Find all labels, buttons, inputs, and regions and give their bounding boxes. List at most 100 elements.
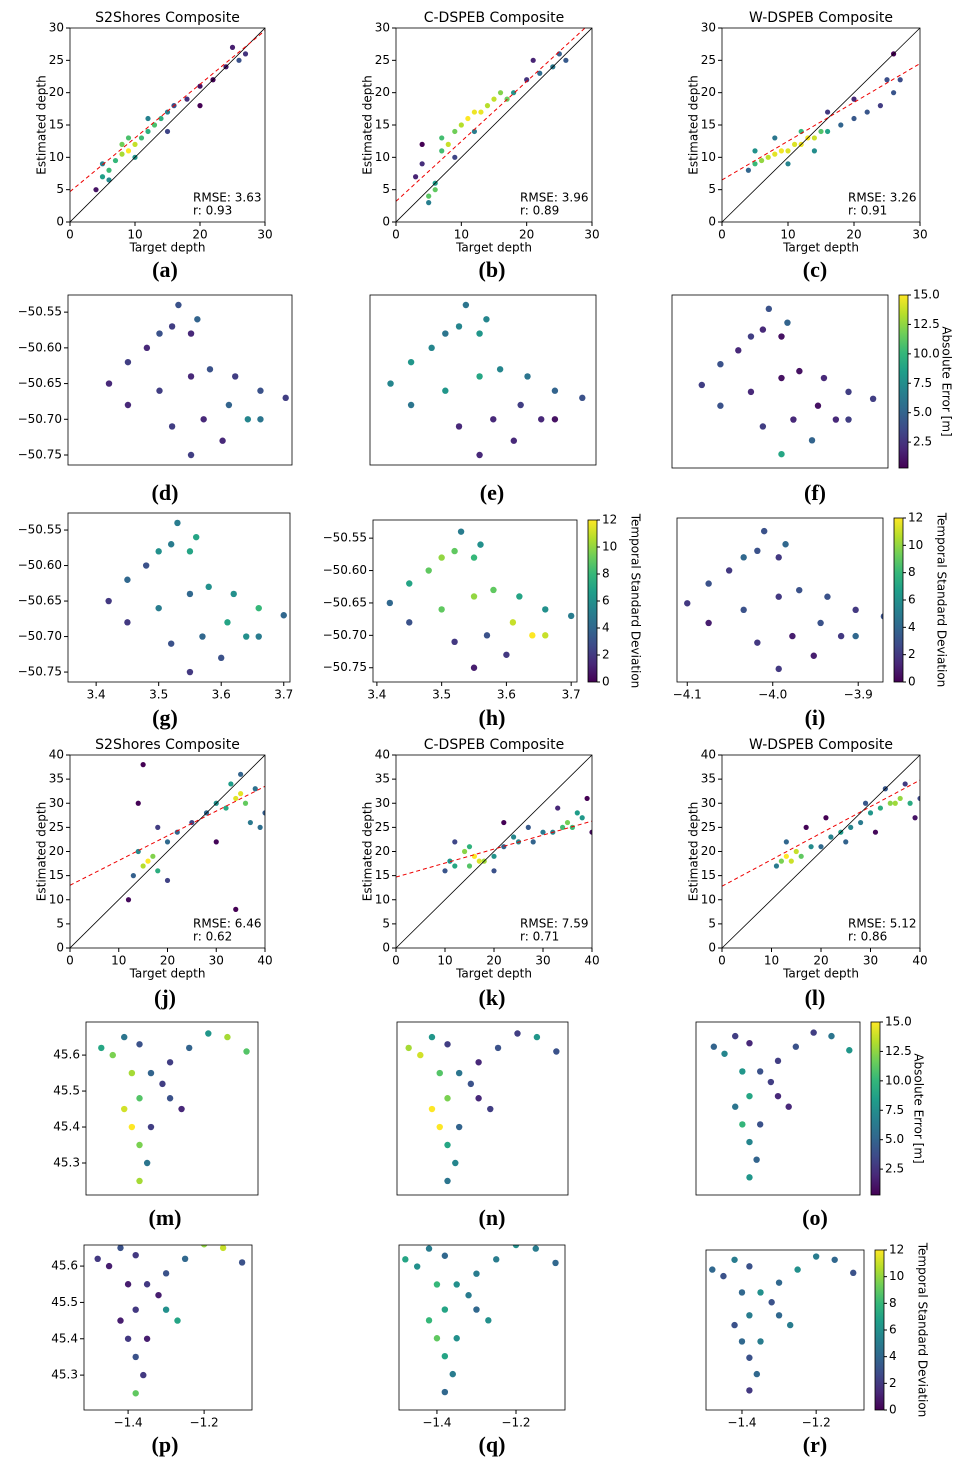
point bbox=[484, 103, 491, 109]
point bbox=[425, 1245, 433, 1252]
point bbox=[564, 819, 571, 826]
point bbox=[740, 606, 747, 614]
point bbox=[444, 1141, 451, 1149]
axes-frame bbox=[721, 754, 921, 949]
point bbox=[419, 161, 425, 167]
colorbar-tick-label: 6 bbox=[908, 593, 916, 607]
y-tick-label: 15 bbox=[701, 868, 716, 882]
point bbox=[698, 381, 705, 389]
x-tick-label: −3.9 bbox=[844, 688, 873, 702]
point bbox=[907, 800, 913, 806]
point bbox=[556, 51, 562, 57]
point bbox=[785, 148, 791, 154]
point bbox=[490, 586, 497, 594]
axes-frame bbox=[85, 1021, 259, 1196]
point bbox=[530, 57, 536, 63]
panel bbox=[722, 755, 920, 948]
point bbox=[877, 805, 884, 811]
y-tick-label: −50.60 bbox=[18, 340, 62, 354]
y-tick-label: 25 bbox=[701, 53, 716, 67]
panel-label: (a) bbox=[152, 257, 178, 282]
y-tick-label: 15 bbox=[49, 868, 64, 882]
panel-label: (n) bbox=[479, 1205, 506, 1230]
colorbar-tick-label: 12 bbox=[908, 511, 923, 525]
point bbox=[164, 877, 171, 884]
point bbox=[516, 593, 523, 600]
annotation: r: 0.91 bbox=[848, 204, 887, 218]
point bbox=[174, 519, 181, 527]
point bbox=[407, 358, 415, 366]
point bbox=[774, 1057, 782, 1065]
x-tick-label: 20 bbox=[192, 228, 207, 242]
axes-frame bbox=[67, 512, 291, 683]
x-tick-label: 3.4 bbox=[367, 688, 386, 702]
point bbox=[465, 115, 471, 122]
y-tick-label: 40 bbox=[701, 748, 716, 762]
y-tick-label: −50.65 bbox=[323, 595, 367, 609]
point bbox=[538, 416, 545, 423]
point bbox=[491, 96, 497, 102]
panel-label: (g) bbox=[152, 705, 178, 730]
point bbox=[746, 1312, 753, 1319]
point bbox=[119, 151, 125, 157]
y-tick-label: 20 bbox=[49, 85, 64, 99]
point bbox=[491, 853, 497, 859]
panel bbox=[698, 305, 877, 458]
point bbox=[441, 1306, 449, 1313]
point bbox=[471, 109, 477, 115]
x-tick-label: 40 bbox=[584, 954, 599, 968]
panel-title: W-DSPEB Composite bbox=[749, 737, 893, 753]
point bbox=[902, 781, 908, 787]
point bbox=[525, 824, 531, 830]
point bbox=[732, 1103, 739, 1110]
point bbox=[765, 305, 773, 313]
x-tick-label: 30 bbox=[257, 228, 272, 242]
identity-line bbox=[396, 28, 592, 222]
point bbox=[828, 1032, 835, 1040]
point bbox=[419, 141, 425, 147]
point bbox=[759, 157, 765, 164]
panel bbox=[70, 755, 265, 948]
y-tick-label: 45.3 bbox=[51, 1368, 78, 1382]
point bbox=[851, 96, 857, 102]
colorbar-tick-label: 12 bbox=[602, 513, 617, 527]
point bbox=[164, 109, 171, 115]
point bbox=[747, 333, 755, 340]
y-tick-label: −50.60 bbox=[323, 563, 367, 577]
point bbox=[471, 128, 477, 135]
point bbox=[230, 590, 237, 598]
point bbox=[753, 1370, 761, 1378]
point bbox=[432, 187, 438, 193]
x-axis-label: Target depth bbox=[455, 241, 532, 255]
x-tick-label: 0 bbox=[392, 954, 400, 968]
point bbox=[897, 77, 903, 83]
x-tick-label: −1.2 bbox=[190, 1416, 219, 1430]
point bbox=[199, 633, 206, 640]
point bbox=[752, 161, 758, 167]
annotation: RMSE: 3.26 bbox=[848, 191, 916, 205]
panel-label: (q) bbox=[479, 1432, 506, 1457]
x-tick-label: 20 bbox=[519, 228, 534, 242]
x-tick-label: 40 bbox=[912, 954, 927, 968]
point bbox=[136, 1041, 143, 1048]
point bbox=[413, 1263, 421, 1270]
point bbox=[98, 1044, 105, 1052]
axes-frame bbox=[369, 294, 597, 466]
y-tick-label: 45.3 bbox=[53, 1155, 80, 1169]
point bbox=[145, 115, 151, 122]
point bbox=[560, 824, 566, 830]
colorbar-tick-label: 4 bbox=[602, 621, 610, 635]
y-tick-label: −50.55 bbox=[323, 531, 367, 545]
point bbox=[705, 619, 712, 627]
colorbar-tick-label: 7.5 bbox=[885, 1103, 904, 1117]
y-tick-label: −50.60 bbox=[18, 558, 62, 572]
y-tick-label: 5 bbox=[56, 916, 64, 930]
point bbox=[124, 358, 132, 366]
panel-label: (c) bbox=[803, 257, 827, 282]
point bbox=[831, 1256, 838, 1263]
point bbox=[452, 128, 458, 135]
point bbox=[452, 154, 458, 160]
point bbox=[567, 612, 575, 620]
point bbox=[175, 301, 182, 309]
